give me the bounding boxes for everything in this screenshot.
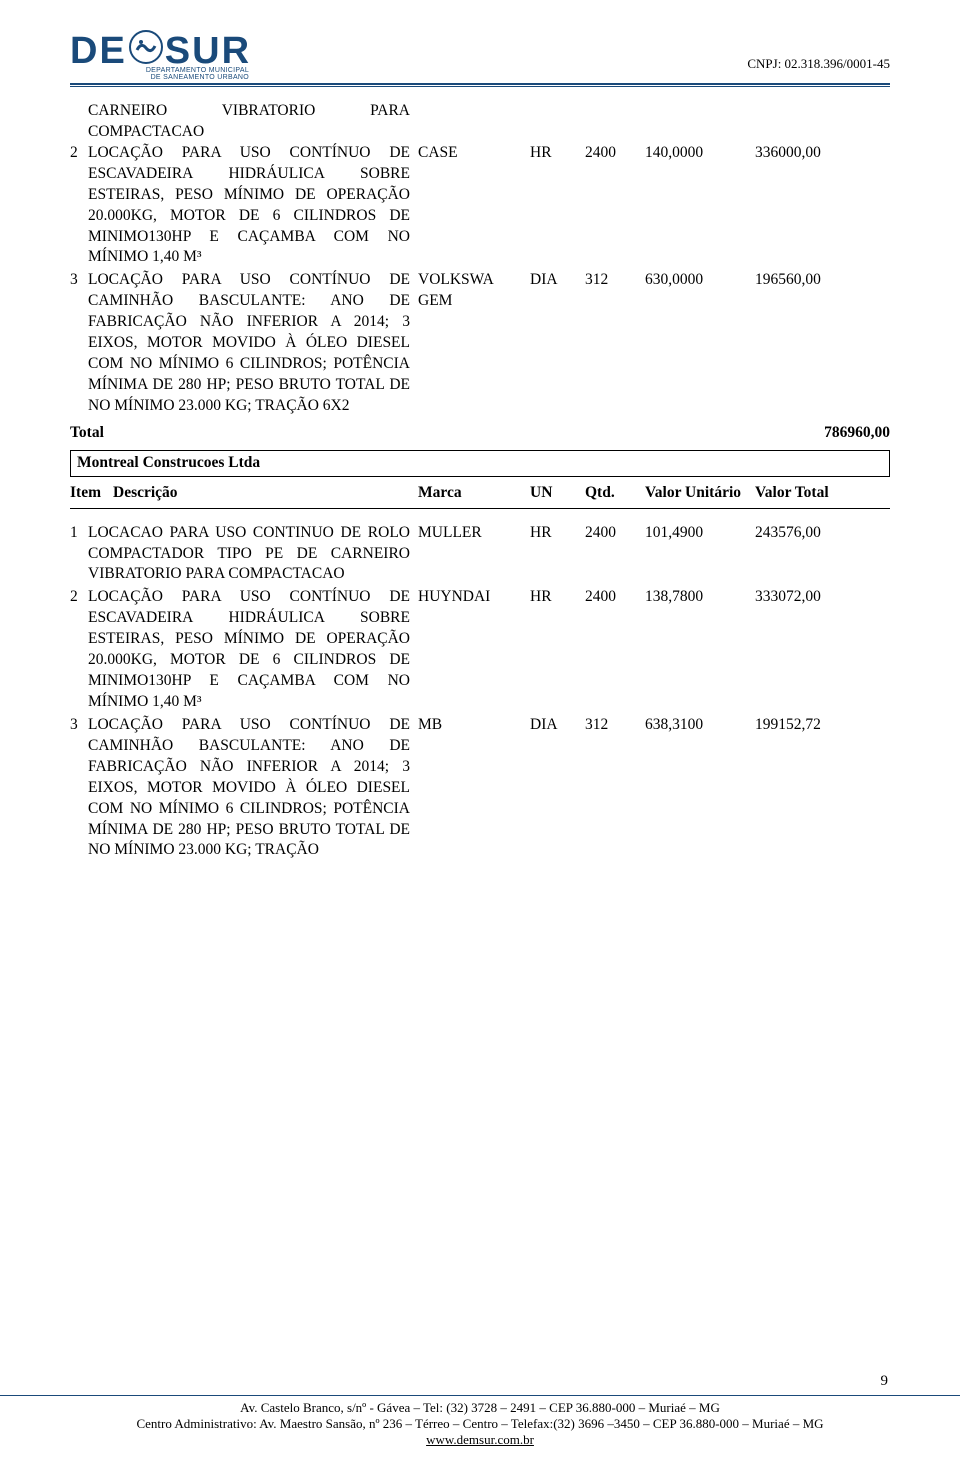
item-number: 3 xyxy=(70,270,88,416)
item-unit-price: 140,0000 xyxy=(645,143,755,269)
logo-de: DE xyxy=(70,32,127,70)
item-brand: MULLER xyxy=(418,523,530,586)
th-total: Valor Total xyxy=(755,483,875,504)
item-description: LOCAÇÃO PARA USO CONTÍNUO DE CAMINHÃO BA… xyxy=(88,715,418,861)
divider-top xyxy=(70,83,890,85)
item-unit-price: 630,0000 xyxy=(645,270,755,416)
item-unit: HR xyxy=(530,523,585,586)
item-brand: MB xyxy=(418,715,530,861)
th-unit-price: Valor Unitário xyxy=(645,483,755,504)
supplier-name: Montreal Construcoes Ltda xyxy=(70,450,890,477)
item-unit-price: 638,3100 xyxy=(645,715,755,861)
item-qty: 2400 xyxy=(585,587,645,713)
item-unit: DIA xyxy=(530,270,585,416)
item-unit: HR xyxy=(530,143,585,269)
item-number: 1 xyxy=(70,523,88,586)
item-number: 2 xyxy=(70,143,88,269)
th-brand: Marca xyxy=(418,483,530,504)
total-row: Total 786960,00 xyxy=(70,423,890,444)
item-qty: 2400 xyxy=(585,523,645,586)
item-description: LOCAÇÃO PARA USO CONTÍNUO DE ESCAVADEIRA… xyxy=(88,587,418,713)
logo-text: DE SUR xyxy=(70,30,251,71)
item-description: LOCACAO PARA USO CONTINUO DE ROLO COMPAC… xyxy=(88,523,418,586)
th-item: Item xyxy=(70,483,113,504)
item-total: 336000,00 xyxy=(755,143,875,269)
item-unit: HR xyxy=(530,587,585,713)
th-qty: Qtd. xyxy=(585,483,645,504)
document-body: CARNEIRO VIBRATORIO PARA COMPACTACAO 2 L… xyxy=(70,101,890,861)
item-total: 243576,00 xyxy=(755,523,875,586)
th-description: Descrição xyxy=(113,483,418,504)
divider-bottom xyxy=(70,86,890,87)
logo-icon xyxy=(129,30,163,71)
logo-area: DE SUR DEPARTAMENTO MUNICIPAL DE SANEAME… xyxy=(70,30,251,81)
page-footer: Av. Castelo Branco, s/nº - Gávea – Tel: … xyxy=(0,1395,960,1448)
item-brand: VOLKSWA GEM xyxy=(418,270,530,416)
footer-address-1: Av. Castelo Branco, s/nº - Gávea – Tel: … xyxy=(0,1400,960,1416)
item-brand: HUYNDAI xyxy=(418,587,530,713)
item-number: 3 xyxy=(70,715,88,861)
total-label: Total xyxy=(70,423,104,444)
cnpj-label: CNPJ: 02.318.396/0001-45 xyxy=(747,56,890,72)
item-total: 333072,00 xyxy=(755,587,875,713)
logo-sur: SUR xyxy=(165,32,251,70)
table-row: 2 LOCAÇÃO PARA USO CONTÍNUO DE ESCAVADEI… xyxy=(70,587,890,713)
continued-description: CARNEIRO VIBRATORIO PARA COMPACTACAO xyxy=(88,101,418,143)
table-row: 1 LOCACAO PARA USO CONTINUO DE ROLO COMP… xyxy=(70,523,890,586)
table-row: 2 LOCAÇÃO PARA USO CONTÍNUO DE ESCAVADEI… xyxy=(70,143,890,269)
item-total: 196560,00 xyxy=(755,270,875,416)
footer-address-2: Centro Administrativo: Av. Maestro Sansã… xyxy=(0,1416,960,1432)
total-value: 786960,00 xyxy=(824,423,890,444)
table-row: 3 LOCAÇÃO PARA USO CONTÍNUO DE CAMINHÃO … xyxy=(70,270,890,416)
item-qty: 2400 xyxy=(585,143,645,269)
page-header: DE SUR DEPARTAMENTO MUNICIPAL DE SANEAME… xyxy=(70,30,890,81)
item-unit-price: 138,7800 xyxy=(645,587,755,713)
item-unit: DIA xyxy=(530,715,585,861)
item-number: 2 xyxy=(70,587,88,713)
th-unit: UN xyxy=(530,483,585,504)
item-description: LOCAÇÃO PARA USO CONTÍNUO DE CAMINHÃO BA… xyxy=(88,270,418,416)
item-unit-price: 101,4900 xyxy=(645,523,755,586)
table-header: Item Descrição Marca UN Qtd. Valor Unitá… xyxy=(70,483,890,509)
item-qty: 312 xyxy=(585,270,645,416)
item-brand: CASE xyxy=(418,143,530,269)
item-description: LOCAÇÃO PARA USO CONTÍNUO DE ESCAVADEIRA… xyxy=(88,143,418,269)
page-number: 9 xyxy=(881,1373,889,1390)
item-total: 199152,72 xyxy=(755,715,875,861)
footer-website[interactable]: www.demsur.com.br xyxy=(0,1432,960,1448)
table-row: 3 LOCAÇÃO PARA USO CONTÍNUO DE CAMINHÃO … xyxy=(70,715,890,861)
item-qty: 312 xyxy=(585,715,645,861)
